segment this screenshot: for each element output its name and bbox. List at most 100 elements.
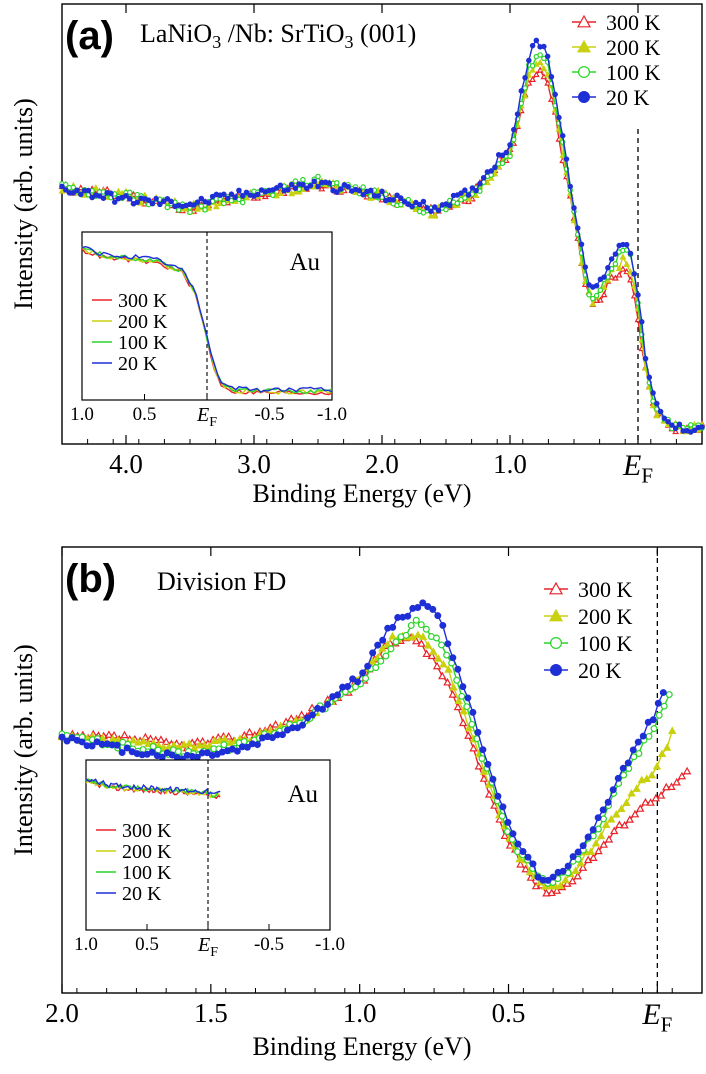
- data-point: [349, 675, 357, 683]
- data-point: [297, 710, 306, 718]
- data-point: [459, 683, 467, 691]
- data-point: [292, 185, 299, 192]
- data-point: [58, 733, 66, 741]
- data-point: [377, 657, 385, 665]
- data-point: [367, 187, 374, 194]
- x-tick-label-ef: EF: [622, 449, 653, 488]
- data-point: [484, 790, 494, 798]
- data-point: [584, 833, 592, 841]
- data-point: [630, 809, 640, 818]
- data-point: [529, 66, 537, 73]
- data-point: [458, 190, 464, 196]
- data-point: [620, 820, 629, 829]
- data-point: [625, 765, 633, 772]
- data-point: [668, 726, 677, 734]
- inset-series-line: [81, 246, 333, 394]
- data-point: [576, 858, 585, 867]
- data-point: [187, 209, 193, 216]
- data-point: [158, 753, 166, 761]
- data-point: [578, 241, 585, 248]
- data-point: [300, 176, 306, 183]
- data-point: [622, 798, 631, 807]
- data-point: [597, 287, 604, 293]
- data-point: [443, 651, 451, 659]
- data-point: [623, 260, 631, 267]
- data-point: [649, 716, 657, 724]
- data-point: [479, 774, 489, 782]
- data-point: [571, 866, 580, 874]
- x-tick-label: 1.0: [493, 449, 527, 479]
- data-point: [540, 65, 548, 72]
- data-point: [544, 53, 551, 60]
- data-point: [589, 853, 598, 861]
- data-point: [337, 186, 344, 192]
- data-point: [92, 184, 100, 191]
- inset-legend-label: 20 K: [118, 353, 158, 375]
- panel-title: LaNiO3 /Nb: SrTiO3 (001): [140, 19, 416, 52]
- data-point: [429, 647, 438, 655]
- data-point: [636, 804, 645, 812]
- plot-frame: [61, 546, 703, 994]
- data-point: [414, 604, 422, 611]
- data-point: [236, 187, 242, 194]
- data-point: [221, 191, 227, 198]
- data-point: [239, 199, 246, 206]
- legend-marker: [548, 581, 564, 595]
- data-point: [245, 727, 254, 736]
- data-point: [462, 187, 468, 193]
- data-point: [655, 711, 663, 719]
- data-point: [174, 748, 182, 756]
- data-point: [522, 74, 528, 81]
- data-point: [369, 649, 377, 657]
- data-point: [617, 804, 626, 813]
- data-point: [359, 669, 367, 677]
- data-point: [656, 791, 666, 799]
- data-point: [473, 187, 479, 194]
- data-point: [243, 189, 250, 196]
- data-point: [469, 743, 478, 752]
- data-point: [434, 612, 442, 620]
- data-point: [479, 746, 487, 754]
- data-point: [128, 735, 138, 744]
- data-point: [593, 292, 600, 299]
- legend-label: 300 K: [606, 10, 661, 35]
- data-point: [606, 814, 616, 823]
- data-point: [444, 665, 453, 673]
- data-point: [556, 114, 562, 121]
- data-point: [191, 202, 197, 208]
- data-point: [85, 187, 92, 194]
- data-point: [356, 187, 363, 194]
- legend-label: 20 K: [578, 658, 622, 683]
- data-point: [669, 422, 675, 428]
- data-point: [582, 264, 589, 270]
- data-point: [561, 875, 570, 884]
- data-point: [427, 651, 437, 660]
- data-point: [511, 126, 517, 133]
- data-point: [300, 181, 306, 188]
- data-point: [160, 198, 167, 205]
- x-tick-label: 0.5: [492, 998, 526, 1028]
- data-point: [104, 730, 114, 738]
- data-point: [318, 185, 326, 192]
- data-point: [409, 203, 415, 210]
- data-point: [145, 197, 152, 203]
- data-point: [650, 390, 656, 396]
- data-point: [382, 652, 390, 660]
- data-point: [428, 208, 434, 215]
- data-point: [388, 631, 397, 640]
- data-point: [559, 867, 567, 875]
- data-point: [609, 826, 619, 835]
- data-point: [278, 731, 286, 739]
- data-point: [443, 206, 449, 213]
- data-point: [379, 188, 385, 195]
- data-point: [532, 70, 540, 78]
- data-point: [601, 820, 611, 828]
- data-point: [599, 806, 607, 814]
- data-point: [168, 198, 174, 205]
- data-point: [164, 204, 171, 211]
- data-point: [435, 207, 442, 214]
- inset-tick-label-ef: EF: [197, 934, 218, 960]
- inset-tick-label: -1.0: [317, 404, 347, 425]
